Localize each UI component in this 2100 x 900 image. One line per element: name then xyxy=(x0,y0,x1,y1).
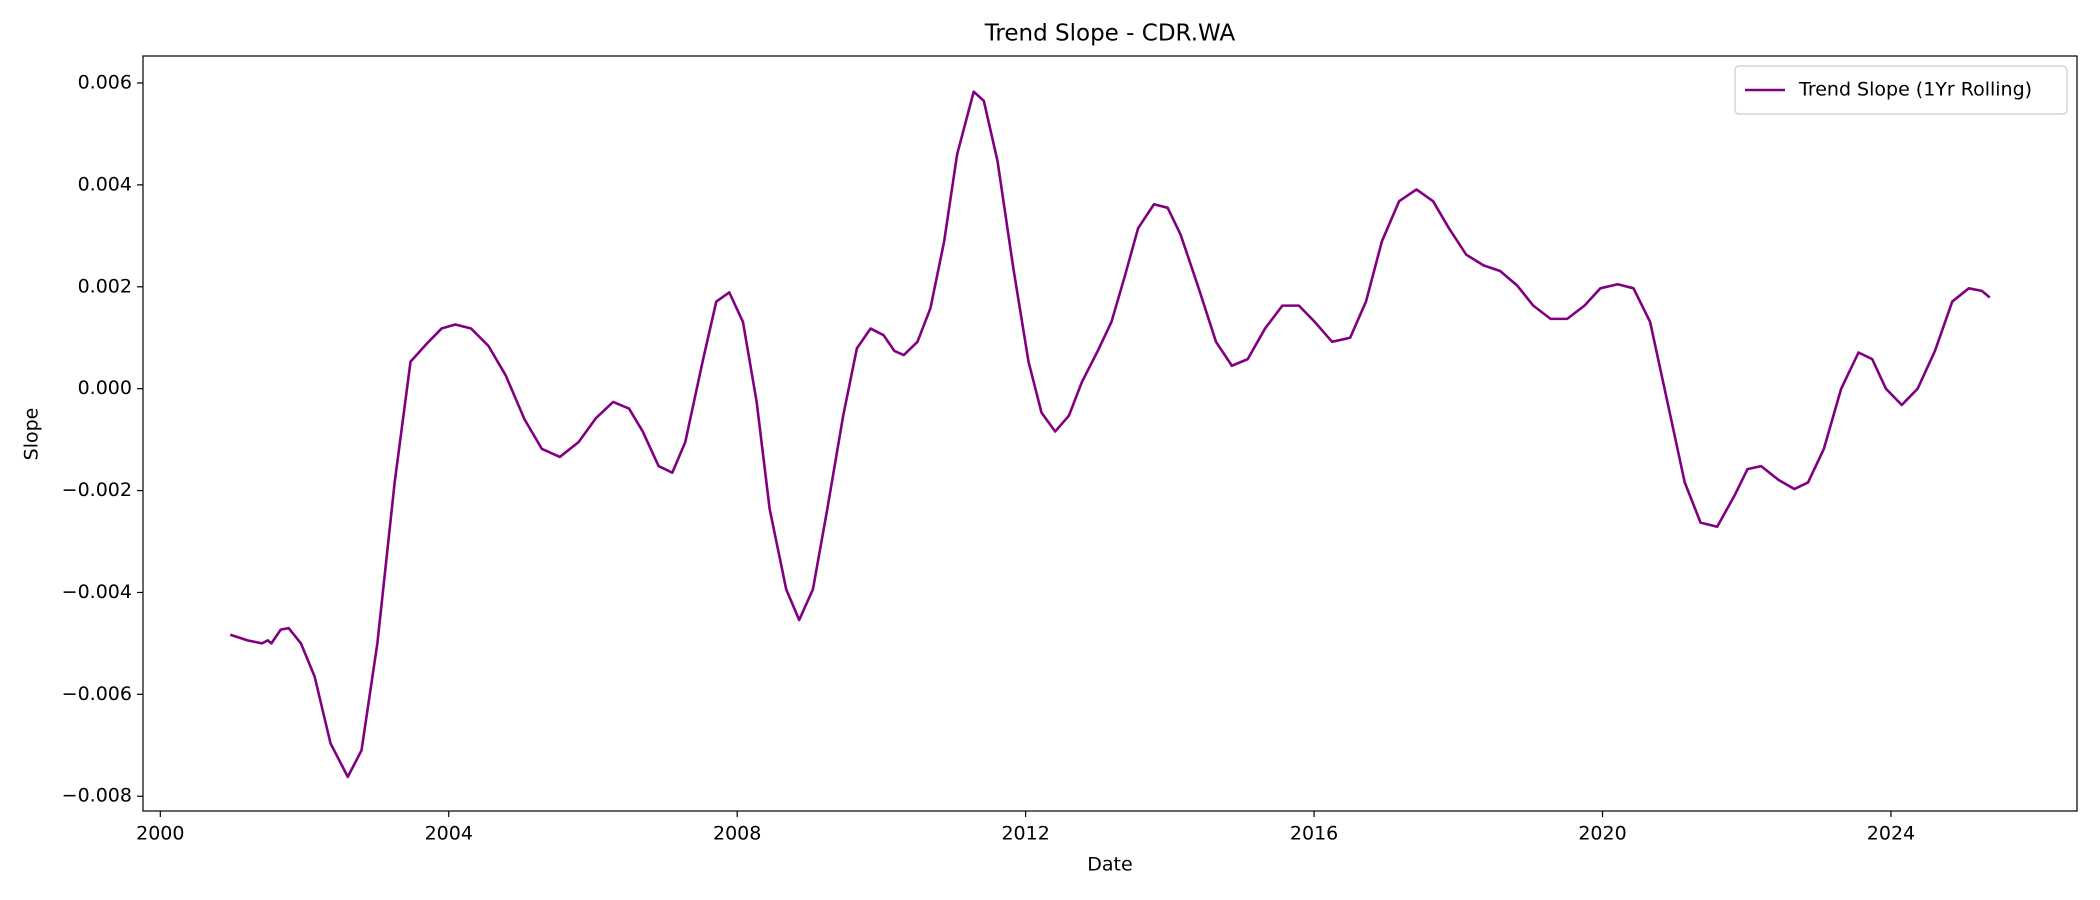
x-tick-label: 2008 xyxy=(713,823,761,845)
x-tick-label: 2000 xyxy=(136,823,184,845)
y-tick-label: −0.008 xyxy=(62,785,132,807)
y-tick-label: 0.000 xyxy=(78,377,132,399)
legend-label: Trend Slope (1Yr Rolling) xyxy=(1798,79,2032,101)
chart-title: Trend Slope - CDR.WA xyxy=(984,21,1236,47)
line-series xyxy=(229,90,1991,779)
x-tick-label: 2012 xyxy=(1001,823,1049,845)
y-tick-label: −0.004 xyxy=(62,581,132,603)
y-tick-label: −0.002 xyxy=(62,479,132,501)
x-tick-label: 2004 xyxy=(425,823,473,845)
y-axis-label: Slope xyxy=(21,408,43,461)
x-axis-label: Date xyxy=(1087,854,1132,876)
y-tick-label: 0.004 xyxy=(78,173,132,195)
y-tick-label: 0.006 xyxy=(78,72,132,94)
plot-frame xyxy=(142,55,2078,812)
x-tick-label: 2020 xyxy=(1578,823,1626,845)
y-tick-label: 0.002 xyxy=(78,275,132,297)
legend-box xyxy=(1734,65,2068,115)
x-tick-label: 2016 xyxy=(1290,823,1338,845)
y-tick-label: −0.006 xyxy=(62,683,132,705)
x-tick-label: 2024 xyxy=(1867,823,1915,845)
